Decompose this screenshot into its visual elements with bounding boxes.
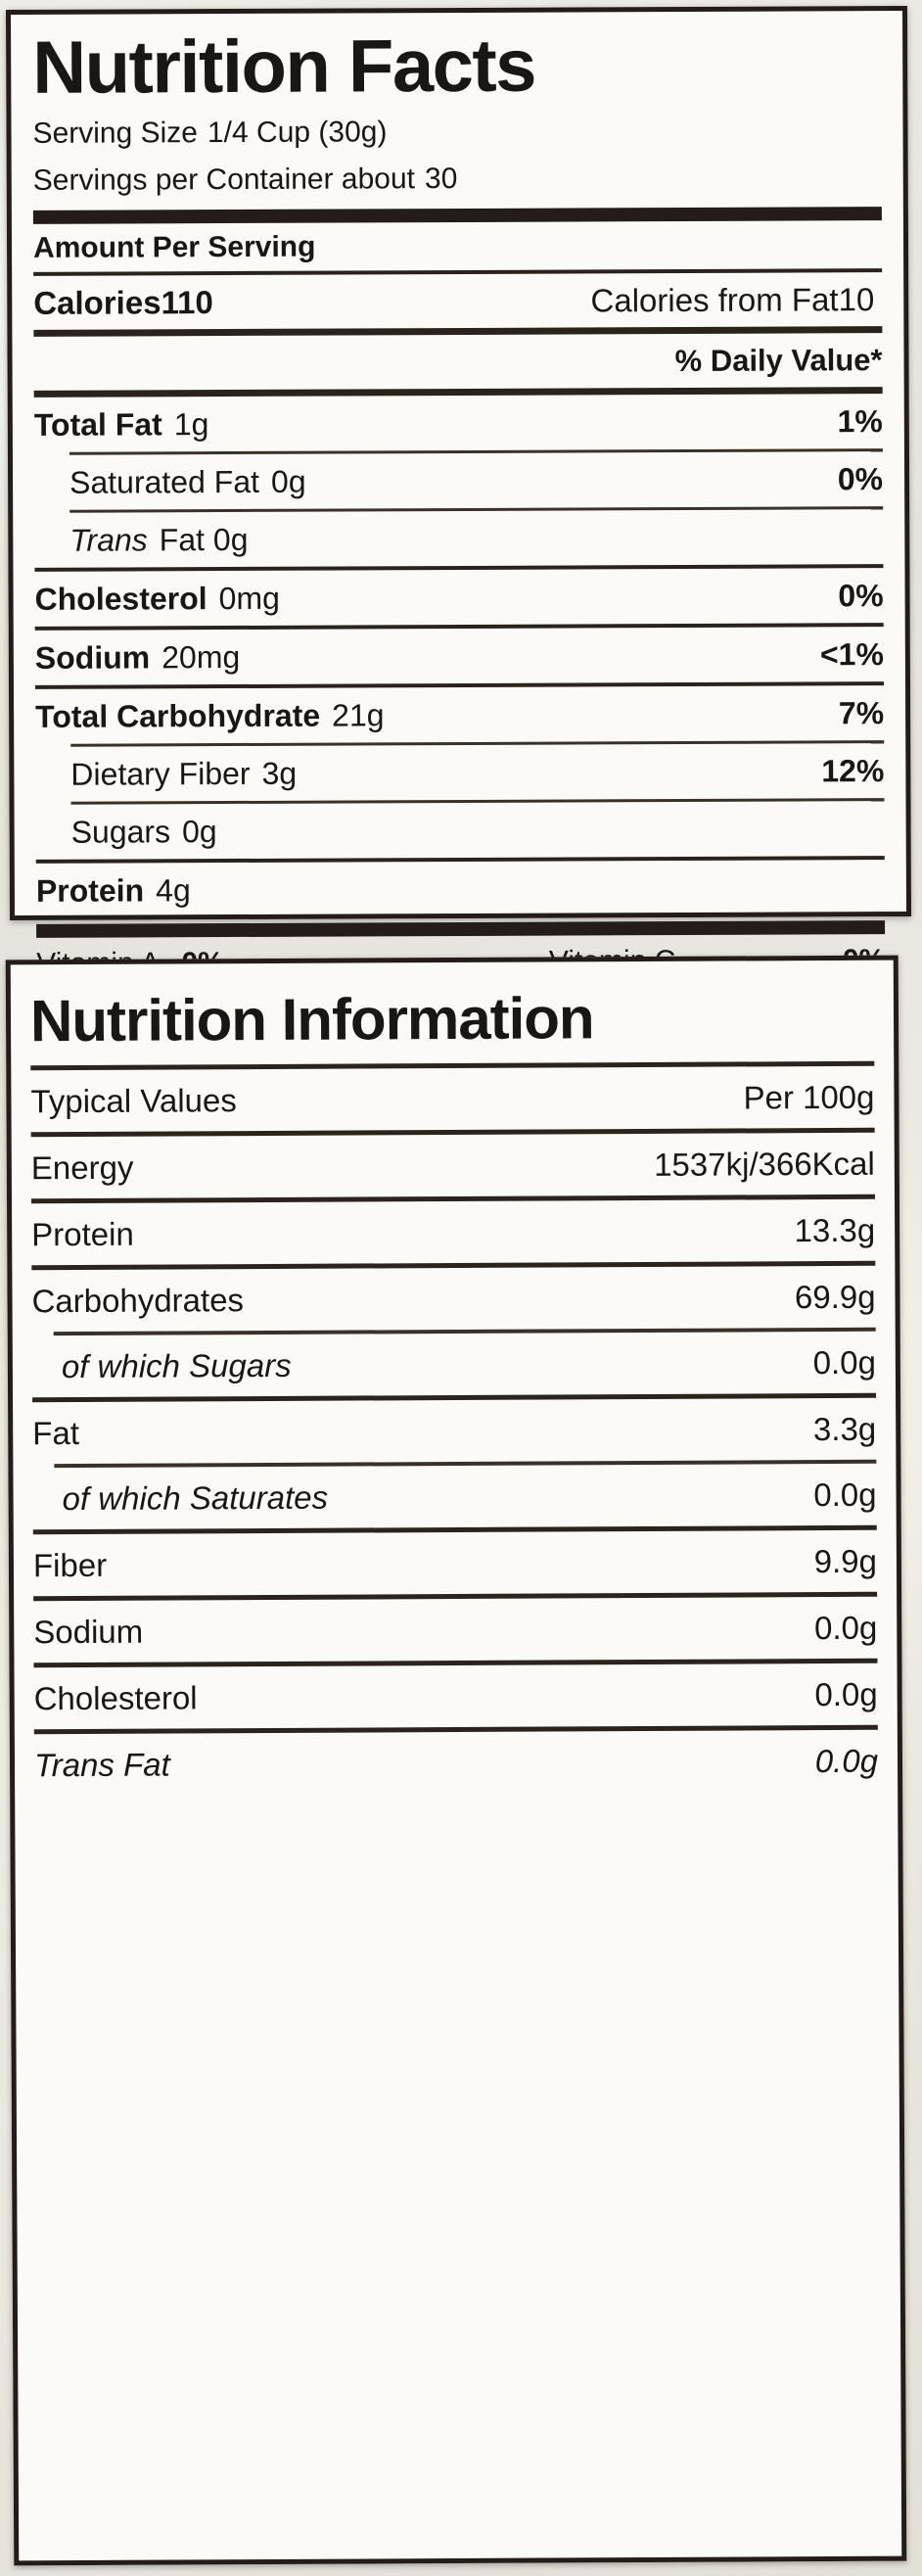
info-value: 0.0g bbox=[814, 1742, 879, 1780]
nutrient-percent: 7% bbox=[838, 694, 885, 730]
amount-per-serving-label: Amount Per Serving bbox=[32, 230, 316, 264]
nutrient-left: Saturated Fat 0g bbox=[69, 463, 306, 500]
calories-row: Calories 110 Calories from Fat10 bbox=[33, 272, 882, 330]
nutrient-value: 0g bbox=[181, 813, 217, 849]
table-row: Sodium 0.0g bbox=[33, 1597, 877, 1663]
nutrient-percent: 0% bbox=[838, 577, 884, 613]
info-value: 69.9g bbox=[794, 1278, 876, 1316]
nutrient-left: Dietary Fiber 3g bbox=[70, 755, 297, 792]
table-row: Protein 13.3g bbox=[31, 1199, 875, 1266]
info-header-row: Typical Values Per 100g bbox=[30, 1066, 874, 1133]
nutrient-name: Sodium bbox=[34, 638, 151, 676]
nutrition-information-title: Nutrition Information bbox=[29, 985, 594, 1054]
nutrient-left: Sugars 0g bbox=[71, 814, 217, 851]
nutrient-value: Fat 0g bbox=[159, 521, 249, 557]
info-label: Carbohydrates bbox=[31, 1282, 245, 1320]
per-100g-header: Per 100g bbox=[743, 1078, 875, 1116]
table-row: Protein 4g bbox=[36, 860, 885, 918]
nutrient-name: Protein bbox=[35, 871, 145, 909]
calories-from-fat: Calories from Fat10 bbox=[590, 281, 882, 319]
table-row: Energy 1537kj/366Kcal bbox=[31, 1133, 875, 1199]
info-label: of which Sugars bbox=[61, 1346, 292, 1385]
info-label: Energy bbox=[30, 1148, 134, 1187]
info-value: 13.3g bbox=[794, 1211, 876, 1249]
nutrient-value: 4g bbox=[156, 871, 191, 908]
serving-size-value: 1/4 Cup (30g) bbox=[207, 115, 388, 149]
info-value: 0.0g bbox=[812, 1343, 876, 1382]
nutrient-percent: <1% bbox=[819, 635, 884, 672]
nutrient-name: Saturated Fat bbox=[69, 463, 260, 500]
nutrient-value: 0mg bbox=[218, 580, 280, 616]
info-label: Fat bbox=[32, 1415, 80, 1452]
table-row: Total Carbohydrate 21g 7% bbox=[35, 685, 884, 744]
nutrient-value: 1g bbox=[173, 405, 209, 442]
calories-from-fat-value: 10 bbox=[838, 280, 875, 317]
daily-value-header: % Daily Value* bbox=[674, 342, 883, 378]
nutrient-name: Cholesterol bbox=[34, 580, 207, 617]
table-row: Fiber 9.9g bbox=[33, 1530, 877, 1597]
info-label: Cholesterol bbox=[33, 1679, 198, 1717]
nutrient-name: Trans bbox=[69, 521, 148, 558]
calories-value: 110 bbox=[161, 283, 213, 320]
nutrient-name: Total Carbohydrate bbox=[35, 697, 321, 734]
serving-size-line: Serving Size 1/4 Cup (30g) bbox=[32, 111, 881, 154]
servings-per-container-line: Servings per Container about 30 bbox=[33, 158, 882, 201]
info-label: Sodium bbox=[33, 1613, 144, 1651]
info-label: of which Saturates bbox=[62, 1478, 329, 1518]
servings-per-container-label: Servings per Container about bbox=[32, 163, 416, 197]
info-value: 3.3g bbox=[812, 1410, 877, 1448]
serving-size-label: Serving Size bbox=[32, 116, 199, 150]
calories-left: Calories 110 bbox=[33, 284, 213, 322]
table-row: Sugars 0g bbox=[36, 801, 885, 860]
nutrient-left: Total Fat 1g bbox=[34, 406, 209, 444]
nutrient-percent: 1% bbox=[837, 402, 883, 439]
table-row: of which Saturates 0.0g bbox=[32, 1464, 876, 1530]
table-row: Total Fat 1g 1% bbox=[34, 394, 883, 452]
table-row: Dietary Fiber 3g 12% bbox=[35, 743, 884, 802]
nutrition-information-panel: Nutrition Information Typical Values Per… bbox=[5, 955, 907, 2566]
nutrient-name: Total Fat bbox=[33, 405, 162, 443]
table-row: Trans Fat 0.0g bbox=[34, 1730, 878, 1797]
info-value: 1537kj/366Kcal bbox=[654, 1145, 875, 1183]
table-row: Carbohydrates 69.9g bbox=[31, 1266, 875, 1333]
info-value: 9.9g bbox=[813, 1542, 878, 1580]
nutrient-left: Sodium 20mg bbox=[35, 638, 241, 676]
nutrient-left: Protein 4g bbox=[36, 872, 191, 910]
table-row: Sodium 20mg <1% bbox=[35, 627, 884, 685]
info-value: 0.0g bbox=[813, 1609, 878, 1647]
info-label: Trans Fat bbox=[33, 1746, 170, 1784]
nutrient-percent: 12% bbox=[821, 752, 885, 788]
table-row: Saturated Fat 0g 0% bbox=[34, 451, 883, 510]
table-row: Cholesterol 0.0g bbox=[33, 1663, 878, 1730]
calories-from-fat-label: Calories from Fat bbox=[590, 280, 839, 318]
nutrient-name: Sugars bbox=[70, 813, 171, 850]
nutrient-value: 20mg bbox=[161, 638, 241, 675]
servings-per-container-value: 30 bbox=[424, 163, 458, 196]
nutrient-left: Cholesterol 0mg bbox=[35, 580, 280, 617]
nutrient-value: 21g bbox=[332, 696, 385, 733]
typical-values-header: Typical Values bbox=[30, 1082, 237, 1120]
calories-label: Calories bbox=[33, 283, 161, 321]
info-value: 0.0g bbox=[813, 1475, 877, 1514]
table-row: Cholesterol 0mg 0% bbox=[34, 568, 884, 627]
table-row: Trans Fat 0g bbox=[34, 509, 883, 568]
info-value: 0.0g bbox=[814, 1675, 878, 1713]
nutrient-value: 0g bbox=[270, 463, 306, 499]
info-label: Protein bbox=[31, 1215, 134, 1253]
nutrient-left: Total Carbohydrate 21g bbox=[35, 697, 385, 735]
table-row: of which Sugars 0.0g bbox=[32, 1332, 876, 1398]
nutrient-value: 3g bbox=[261, 755, 298, 791]
nutrient-left: Trans Fat 0g bbox=[69, 521, 248, 558]
nutrition-facts-title: Nutrition Facts bbox=[32, 23, 536, 110]
nutrition-facts-panel: Nutrition Facts Serving Size 1/4 Cup (30g… bbox=[5, 5, 912, 1234]
table-row: Fat 3.3g bbox=[32, 1398, 876, 1465]
nutrient-name: Dietary Fiber bbox=[70, 755, 251, 792]
info-label: Fiber bbox=[32, 1546, 108, 1584]
nutrient-percent: 0% bbox=[837, 460, 884, 496]
